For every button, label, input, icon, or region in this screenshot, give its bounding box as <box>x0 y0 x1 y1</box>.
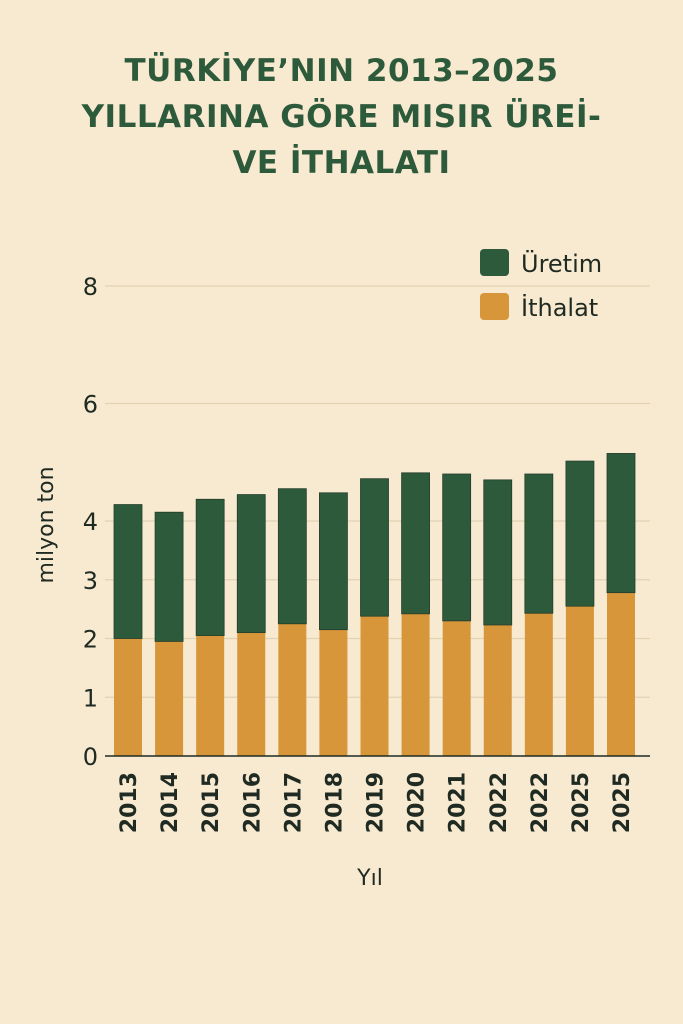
y-tick-label: 0 <box>83 743 98 771</box>
x-tick-label: 2022 <box>487 772 512 833</box>
y-axis-ticks: 0 1 2 3 4 6 8 <box>83 273 98 771</box>
bar-ithalat <box>278 623 307 756</box>
bar-ithalat <box>565 606 594 756</box>
x-tick-label: 2017 <box>281 772 306 833</box>
bar-uretim <box>442 473 472 622</box>
bar-ithalat <box>442 620 471 756</box>
bar-ithalat <box>319 629 348 756</box>
y-tick-label: 6 <box>83 391 98 419</box>
bar-ithalat <box>360 616 389 756</box>
bar-uretim <box>524 473 554 614</box>
x-axis-ticks: 2013 2014 2015 2016 2017 2018 2019 2020 2021 2022… <box>117 772 635 833</box>
y-tick-label: 3 <box>83 567 98 595</box>
bar-ithalat <box>483 624 512 756</box>
legend-swatch <box>480 249 509 276</box>
x-tick-label: 2014 <box>158 772 183 833</box>
legend-label: Üretim <box>521 249 602 278</box>
bar-ithalat <box>114 638 142 756</box>
y-tick-label: 8 <box>83 273 98 301</box>
bar-ithalat <box>524 613 553 756</box>
bar-uretim <box>606 453 636 594</box>
x-tick-label: 2025 <box>610 772 635 833</box>
bar-ithalat <box>237 632 266 756</box>
chart-title-line-1: TÜRKİYE’NIN 2013–2025 <box>124 53 559 89</box>
legend: Üretim İthalat <box>480 249 602 322</box>
chart-title-line-2: YILLARINA GÖRE MISIR ÜREİ- <box>81 99 602 135</box>
bar-uretim <box>195 498 225 636</box>
x-tick-label: 2019 <box>364 772 389 833</box>
x-tick-label: 2016 <box>240 772 265 833</box>
x-tick-label: 2013 <box>117 772 142 833</box>
bar-uretim <box>360 478 389 617</box>
x-tick-label: 2020 <box>405 772 430 833</box>
y-tick-label: 2 <box>83 626 98 654</box>
legend-label: İthalat <box>521 293 598 322</box>
y-tick-label: 1 <box>83 684 98 712</box>
y-tick-label: 4 <box>83 508 98 536</box>
bar-uretim <box>483 479 513 626</box>
bar-uretim <box>236 494 266 634</box>
x-tick-label: 2015 <box>199 772 224 833</box>
chart-title: TÜRKİYE’NIN 2013–2025 YILLARINA GÖRE MIS… <box>0 48 683 186</box>
bar-ithalat <box>401 613 430 756</box>
bar-uretim <box>277 488 307 625</box>
x-tick-label: 2025 <box>569 772 594 833</box>
bar-uretim <box>401 472 430 615</box>
x-tick-label: 2018 <box>322 772 347 833</box>
bar-uretim <box>565 460 595 607</box>
x-tick-label: 2022 <box>528 772 553 833</box>
bar-uretim <box>319 492 348 631</box>
bar-ithalat <box>196 635 225 756</box>
bars <box>113 453 636 756</box>
legend-swatch <box>480 293 509 320</box>
x-tick-label: 2021 <box>446 772 471 833</box>
chart-title-line-3: VE İTHALATI <box>232 145 451 181</box>
y-axis-label: milyon ton <box>34 466 59 583</box>
bar-ithalat <box>607 592 635 756</box>
bar-uretim <box>154 511 184 642</box>
bar-ithalat <box>155 641 184 756</box>
x-axis-label: Yıl <box>356 866 383 891</box>
bar-uretim <box>113 504 143 639</box>
